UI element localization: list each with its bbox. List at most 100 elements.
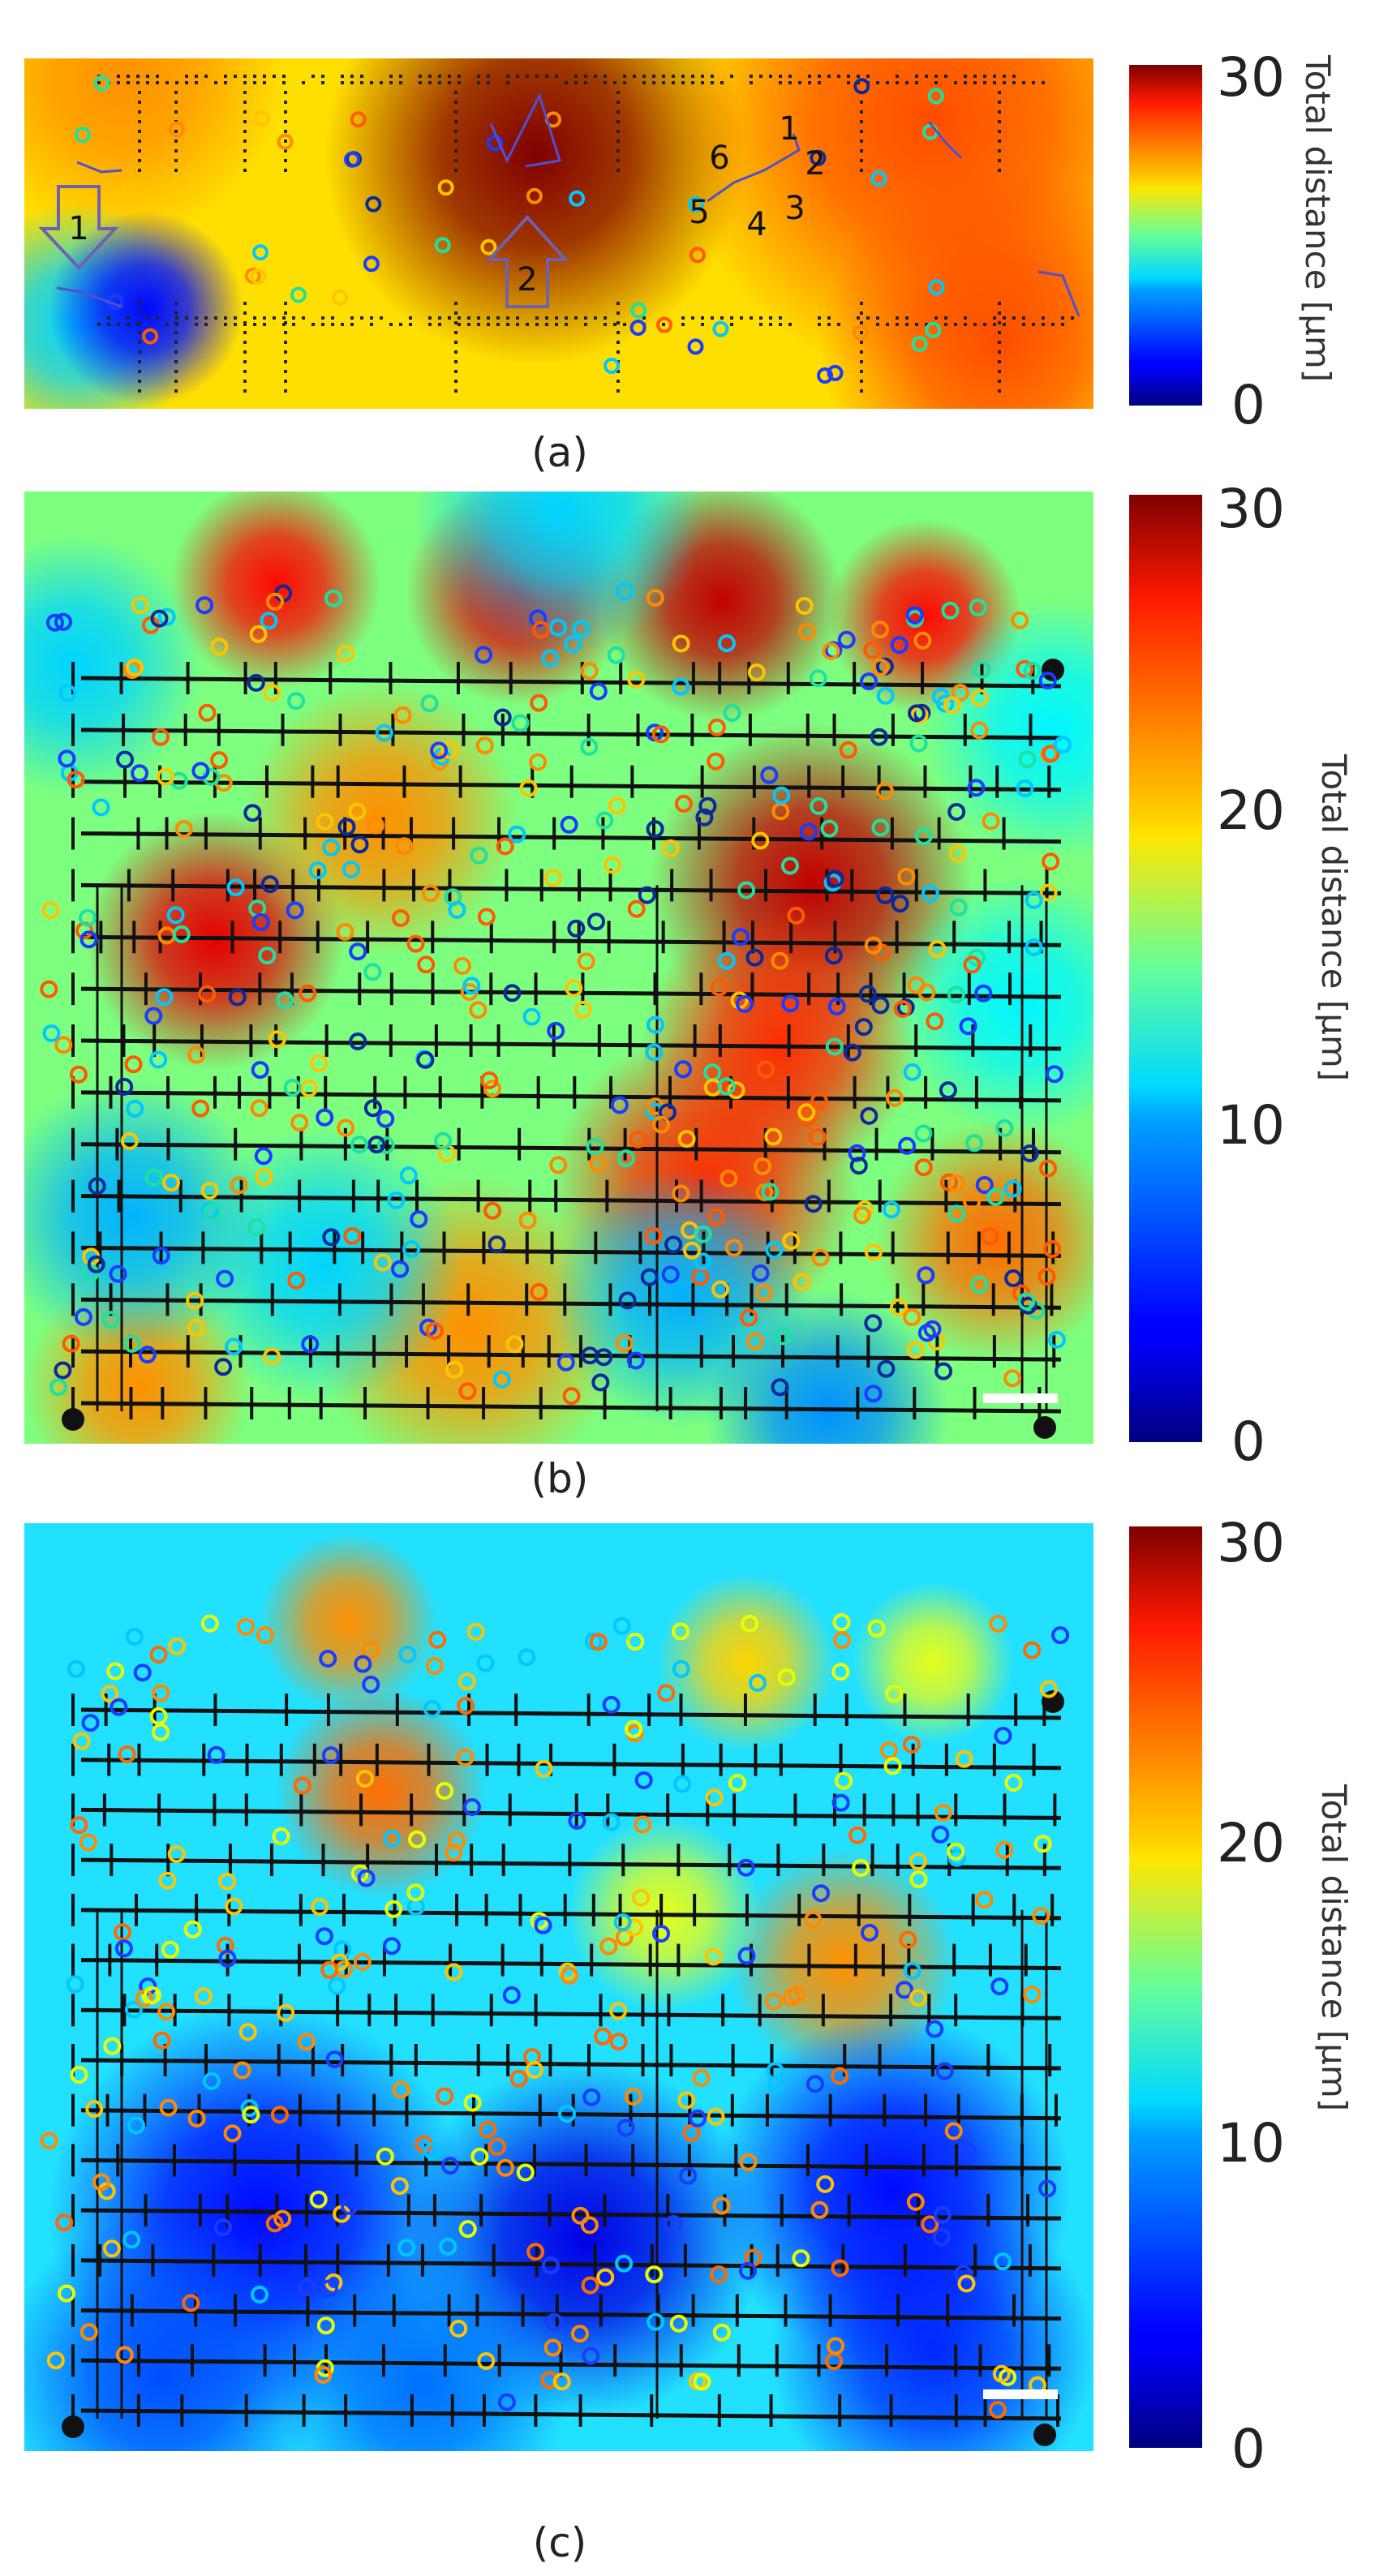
device-dot [506, 75, 509, 78]
device-dot [487, 81, 490, 84]
device-dot [454, 380, 458, 383]
cell-marker [698, 796, 717, 815]
cell-marker [995, 1840, 1014, 1859]
cell-marker [149, 1707, 168, 1725]
device-dot [136, 81, 140, 84]
device-dot [438, 316, 441, 320]
device-dot [847, 75, 850, 78]
cell-marker [615, 2254, 634, 2273]
cell-marker [322, 1228, 341, 1247]
device-dot [454, 159, 458, 162]
cell-marker [397, 2239, 416, 2257]
cell-marker [253, 110, 270, 127]
device-dot [243, 350, 247, 354]
cell-marker [493, 708, 512, 727]
cell-marker [876, 686, 895, 705]
cell-marker [727, 1081, 745, 1100]
cell-marker [1023, 662, 1042, 680]
cell-marker [58, 2284, 75, 2303]
device-dot [983, 75, 986, 78]
device-dot [380, 316, 383, 320]
device-dot [1022, 323, 1025, 326]
cell-marker [634, 1815, 652, 1834]
device-dot [243, 331, 247, 334]
device-dot [779, 323, 782, 326]
coldspot [714, 2011, 1071, 2368]
device-dot [662, 323, 665, 326]
device-dot [341, 81, 344, 84]
device-dot [311, 75, 315, 78]
cell-marker [391, 1260, 410, 1278]
device-dot [195, 81, 198, 84]
device-dot [389, 323, 393, 326]
device-dot [454, 120, 458, 123]
cell-marker [646, 820, 664, 839]
cell-marker [989, 1614, 1007, 1633]
cell-marker [718, 634, 736, 653]
cell-marker [939, 1081, 957, 1100]
device-dot [243, 159, 247, 162]
cell-marker [896, 1981, 913, 1999]
cell-marker [797, 622, 816, 641]
device-dot [454, 321, 458, 324]
cell-marker [72, 1732, 91, 1750]
cell-marker [599, 1937, 618, 1956]
colorbar-a: 30 0 Total distance [µm] [1129, 46, 1338, 436]
device-dot [174, 101, 178, 104]
device-dot [174, 331, 178, 334]
cell-marker [349, 1033, 367, 1050]
cell-marker [230, 1176, 248, 1195]
cell-marker [457, 1697, 475, 1715]
device-dot [934, 316, 938, 320]
device-dot [156, 81, 159, 84]
device-dot [613, 81, 616, 84]
device-dot [808, 75, 811, 78]
cell-marker [687, 338, 704, 355]
grid-row-line [80, 2058, 1062, 2071]
cell-marker [287, 692, 305, 711]
device-dot [243, 341, 247, 344]
device-dot [616, 140, 620, 143]
device-dot [156, 75, 159, 78]
cell-marker [398, 1645, 417, 1664]
device-dot [915, 75, 918, 78]
device-dot [243, 370, 247, 373]
device-dot [964, 75, 967, 78]
cell-marker [392, 909, 410, 927]
device-dot [438, 81, 441, 84]
device-dot [174, 140, 178, 143]
cell-marker [947, 985, 965, 1004]
cell-marker [530, 1282, 548, 1301]
device-dot [1022, 316, 1025, 320]
cell-marker [118, 1745, 136, 1763]
device-dot [545, 316, 548, 320]
hotspot [276, 1687, 487, 1898]
cell-marker [529, 609, 548, 628]
device-dot [876, 81, 879, 84]
device-dot [409, 323, 412, 326]
cell-marker [540, 2371, 559, 2389]
device-dot [652, 81, 655, 84]
device-dot [905, 316, 909, 320]
device-dot [998, 321, 1001, 324]
cell-marker [187, 1318, 205, 1337]
device-dot [993, 316, 996, 320]
cell-marker [809, 669, 827, 688]
cell-marker [341, 2197, 359, 2215]
device-dot [292, 323, 295, 326]
device-dot [224, 316, 227, 320]
cell-marker [883, 1200, 900, 1219]
cell-marker [909, 734, 928, 753]
cell-marker [825, 1037, 844, 1056]
device-dot [454, 91, 458, 94]
cell-marker [625, 1719, 642, 1738]
cell-marker [425, 1657, 444, 1675]
cell-marker [740, 1308, 758, 1327]
cell-marker [502, 1986, 521, 2004]
cell-marker [616, 582, 634, 601]
anchor-pad [1033, 1416, 1056, 1439]
device-dot [174, 321, 178, 324]
device-dot [454, 130, 458, 133]
cell-marker [853, 78, 870, 95]
device-dot [458, 75, 461, 78]
